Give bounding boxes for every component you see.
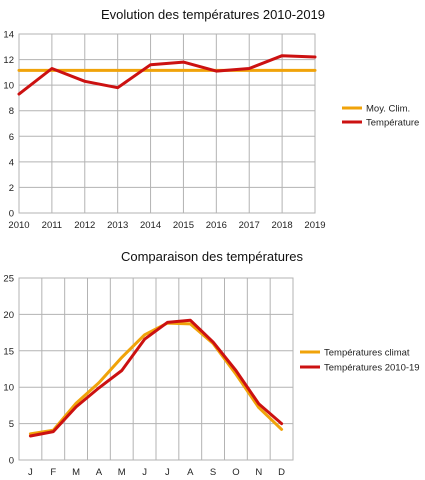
c1-y-tick-label: 14 [3,30,14,41]
chart1-legend: Moy. Clim. Température [342,104,419,129]
c2-y-tick-label: 5 [9,419,14,430]
c2-y-tick-label: 15 [3,346,14,357]
c2-y-tick-label: 0 [9,456,14,467]
c2-x-tick-label: J [165,467,170,478]
chart2-title: Comparaison des températures [121,249,304,264]
c2-x-tick-label: D [278,467,285,478]
c1-x-tick-label: 2011 [42,220,62,231]
c1-y-tick-label: 4 [9,157,14,168]
c2-y-tick-label: 20 [3,310,14,321]
c1-series-line-2 [17,54,317,96]
c1-y-tick-label: 12 [3,55,14,66]
c1-y-tick-label: 2 [9,183,14,194]
chart-temperature-comparison: Comparaison des températures 0510152025 … [3,249,419,478]
c2-legend-label-2: Températures 2010-19 [324,363,420,374]
c1-x-tick-label: 2010 [8,220,29,231]
c2-x-tick-label: O [232,467,239,478]
chart2-legend: Températures climat Températures 2010-19 [300,348,420,374]
c2-x-tick-label: J [142,467,147,478]
chart1-title: Evolution des températures 2010-2019 [101,7,325,22]
c1-y-tick-label: 10 [3,81,14,92]
c1-x-tick-label: 2013 [107,220,128,231]
c1-y-tick-label: 8 [9,106,14,117]
c1-legend-label-2: Température [366,118,419,129]
c1-x-tick-label: 2014 [140,220,161,231]
c2-x-tick-label: A [96,467,103,478]
c1-x-tick-label: 2016 [206,220,227,231]
c2-y-tick-label: 25 [3,274,14,285]
chart-temperature-evolution: Evolution des températures 2010-2019 0 2 4… [3,7,419,231]
c1-x-tick-label: 2018 [272,220,293,231]
c2-x-tick-label: A [187,467,194,478]
c2-x-tick-label: N [255,467,262,478]
c1-legend-label-1: Moy. Clim. [366,104,410,115]
chart1-series [17,54,317,96]
c1-x-tick-label: 2012 [74,220,95,231]
c1-x-tick-label: 2019 [304,220,325,231]
c2-y-tick-label: 10 [3,383,14,394]
chart2-y-ticks: 0 5 10 15 20 25 [3,274,14,467]
chart1-y-ticks: 0 2 4 6 8 10 12 14 [3,30,14,220]
c2-x-tick-label: J [28,467,33,478]
c2-x-tick-label: M [72,467,80,478]
c1-x-tick-label: 2015 [173,220,194,231]
chart1-x-ticks: 2010 2011 2012 2013 2014 2015 2016 2017 2018 2019 [8,220,325,231]
c1-y-tick-label: 6 [9,132,14,143]
c2-x-tick-label: S [210,467,216,478]
c1-y-tick-label: 0 [9,209,14,220]
c2-x-tick-label: F [50,467,56,478]
c2-series-line-2 [28,318,284,438]
c1-x-tick-label: 2017 [239,220,260,231]
chart2-series [28,318,284,438]
c2-x-tick-label: M [118,467,126,478]
chart2-gridlines [18,277,294,461]
c2-legend-label-1: Températures climat [324,348,410,359]
